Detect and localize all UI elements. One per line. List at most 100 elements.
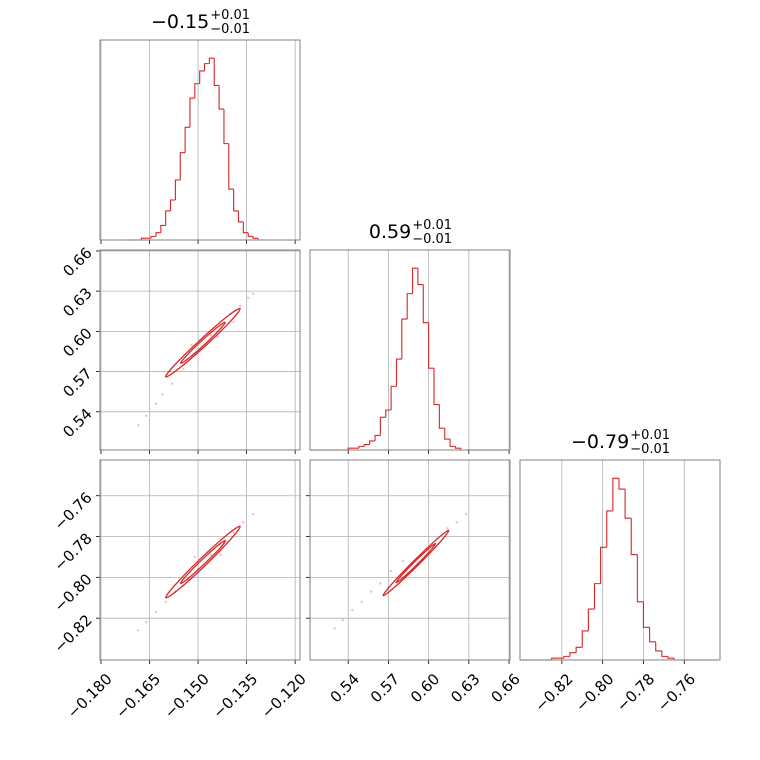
histogram-bin: [433, 368, 440, 406]
histogram-bin: [363, 443, 370, 447]
histogram-bin: [194, 83, 200, 99]
histogram-bin: [252, 236, 258, 239]
x-tick-label: 0.54: [327, 670, 363, 706]
sample-point: [351, 608, 354, 612]
sample-point: [389, 570, 393, 573]
histogram-bin: [449, 439, 456, 447]
sample-point: [209, 553, 213, 557]
histogram-bin: [444, 428, 451, 440]
title-upper-error: +0.01: [630, 428, 670, 443]
sample-point: [401, 559, 405, 563]
sample-point: [247, 296, 250, 300]
title-upper-error: +0.01: [210, 8, 250, 23]
histogram-bin: [655, 641, 662, 652]
sample-point: [446, 527, 449, 530]
histogram-bin: [600, 546, 607, 584]
histogram-bin: [612, 477, 619, 511]
panel-frame: [99, 249, 301, 451]
histogram-bin: [581, 630, 589, 648]
sample-point: [154, 402, 158, 405]
title-lower-error: −0.01: [210, 22, 250, 37]
contour: [165, 307, 241, 378]
contour: [165, 525, 241, 599]
histogram-bin: [624, 489, 632, 519]
y-tick-label: 0.57: [59, 365, 95, 401]
histogram-bin: [247, 232, 254, 237]
histogram-bin: [199, 70, 205, 84]
histogram-bin: [174, 179, 181, 200]
sample-point: [193, 555, 197, 559]
histogram-bin: [385, 409, 392, 418]
sample-point: [136, 629, 140, 632]
histogram-bin: [208, 57, 215, 64]
sample-point: [154, 610, 158, 614]
sample-point: [251, 512, 255, 516]
sample-point: [369, 590, 373, 593]
sample-point: [136, 424, 140, 427]
histogram-bin: [213, 58, 220, 87]
x-tick-label: −0.78: [613, 670, 658, 715]
x-tick-label: −0.120: [258, 670, 310, 722]
histogram-bin: [649, 627, 656, 643]
sample-point: [219, 553, 222, 557]
contour: [179, 321, 226, 364]
histogram-bin: [160, 224, 166, 233]
panel-frame: [519, 459, 721, 661]
sample-point: [170, 382, 174, 385]
sample-point: [161, 393, 164, 396]
histogram-bin: [170, 199, 176, 211]
histogram-bin: [150, 235, 156, 239]
sample-point: [251, 292, 255, 296]
histogram-bin: [575, 646, 583, 653]
sample-point: [164, 600, 167, 604]
histogram-bin: [642, 601, 650, 628]
y-tick-label: −0.82: [50, 611, 95, 656]
sample-point: [209, 334, 213, 337]
histogram-bin: [390, 385, 397, 410]
histogram-bin: [395, 358, 402, 387]
histogram-bin: [203, 63, 210, 71]
histogram-bin: [606, 510, 613, 548]
title-lower-error: −0.01: [630, 442, 670, 457]
y-tick-label: 0.60: [59, 324, 95, 360]
histogram-bin: [228, 143, 234, 190]
histogram-bin: [438, 404, 445, 429]
histogram-bin: [223, 109, 229, 145]
y-tick-label: −0.80: [50, 570, 95, 615]
sample-point: [464, 512, 468, 516]
histogram-bin: [184, 126, 190, 153]
histogram-bin: [618, 478, 626, 490]
histogram-bin: [374, 434, 381, 441]
sample-point: [242, 521, 245, 524]
histogram-bin: [401, 318, 408, 360]
y-tick-label: 0.66: [59, 244, 95, 280]
panel-frame: [309, 459, 511, 661]
histogram-bin: [428, 322, 434, 369]
y-tick-label: 0.63: [59, 284, 95, 320]
sample-point: [360, 600, 363, 604]
x-tick-label: 0.57: [367, 670, 403, 706]
histogram-bin: [563, 655, 570, 659]
panel-title: −0.79: [571, 431, 629, 453]
sample-point: [455, 521, 458, 524]
sample-point: [182, 367, 185, 371]
x-tick-label: 0.66: [487, 670, 523, 706]
histogram-bin: [406, 293, 413, 320]
panel-frame: [99, 39, 301, 241]
panel-background: [310, 460, 510, 660]
histogram-bin: [569, 652, 577, 657]
y-tick-label: −0.76: [50, 489, 95, 534]
x-tick-label: −0.135: [209, 670, 261, 722]
histogram-bin: [422, 284, 429, 324]
histogram-bin: [347, 447, 354, 450]
y-tick-label: 0.54: [59, 405, 95, 441]
sample-point: [238, 304, 242, 308]
histogram-bin: [667, 656, 675, 659]
histogram-bin: [189, 97, 195, 128]
histogram-bin: [636, 554, 644, 603]
histogram-bin: [179, 152, 186, 180]
sample-point: [145, 621, 148, 624]
panel-frame: [99, 459, 301, 661]
histogram-bin: [369, 440, 376, 445]
